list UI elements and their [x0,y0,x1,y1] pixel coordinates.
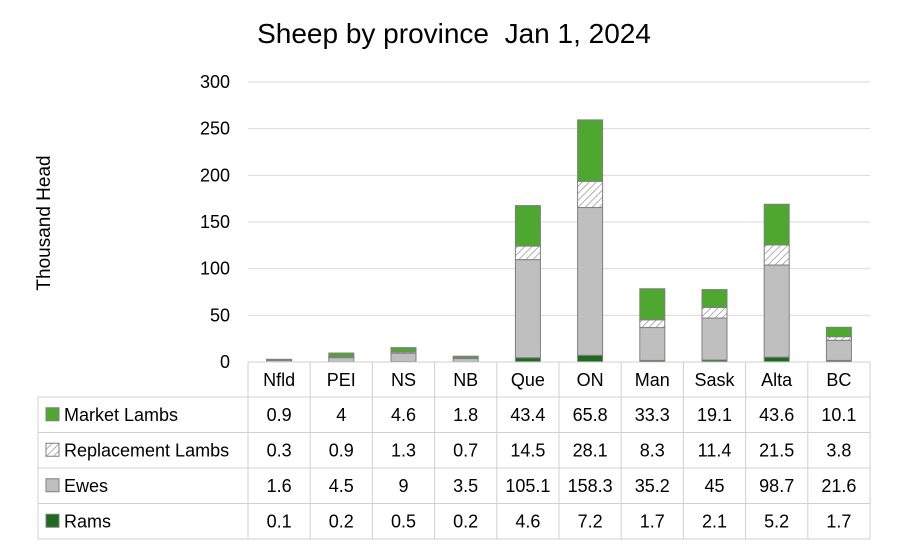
table-cell-market-lambs-nb: 1.8 [453,405,478,425]
table-cell-rams-on: 7.2 [578,511,603,531]
bar-market-lambs-nb [452,355,479,359]
bar-ewes-alta [763,264,790,358]
legend-key-replacement-lambs [45,442,60,457]
table-cell-rams-sask: 2.1 [702,511,727,531]
table-cell-rams-alta: 5.2 [764,511,789,531]
legend-key-rams [45,513,60,528]
table-cell-ewes-bc: 21.6 [821,476,856,496]
table-cell-ewes-que: 105.1 [505,476,550,496]
y-tick-label: 0 [220,352,230,372]
bar-replacement-lambs-alta [763,244,790,266]
category-label-on: ON [577,370,604,390]
bar-replacement-lambs-on [577,180,604,209]
table-cell-ewes-alta: 98.7 [759,476,794,496]
table-cell-market-lambs-nfld: 0.9 [267,405,292,425]
category-label-bc: BC [826,370,851,390]
table-cell-ewes-nb: 3.5 [453,476,478,496]
bar-rams-que [514,357,541,363]
category-label-nb: NB [453,370,478,390]
bar-ewes-man [639,327,666,361]
bar-replacement-lambs-sask [701,306,728,319]
bar-market-lambs-sask [701,289,728,308]
category-label-sask: Sask [694,370,735,390]
table-cell-replacement-lambs-on: 28.1 [573,440,608,460]
table-cell-market-lambs-ns: 4.6 [391,405,416,425]
table-cell-replacement-lambs-bc: 3.8 [826,440,851,460]
bars [266,119,852,363]
legend-label-replacement-lambs: Replacement Lambs [64,440,229,460]
y-tick-label: 200 [200,165,230,185]
table-cell-ewes-pei: 4.5 [329,476,354,496]
bar-market-lambs-nfld [266,358,293,361]
table-cell-ewes-sask: 45 [704,476,724,496]
table-cell-rams-man: 1.7 [640,511,665,531]
table-cell-replacement-lambs-ns: 1.3 [391,440,416,460]
y-tick-label: 300 [200,72,230,92]
chart-title: Sheep by province Jan 1, 2024 [257,18,651,49]
category-label-ns: NS [391,370,416,390]
category-label-pei: PEI [327,370,356,390]
table-cell-market-lambs-pei: 4 [336,405,346,425]
table-cell-ewes-ns: 9 [398,476,408,496]
table-cell-replacement-lambs-pei: 0.9 [329,440,354,460]
table-cell-rams-nb: 0.2 [453,511,478,531]
bar-market-lambs-on [577,119,604,182]
bar-ewes-on [577,207,604,356]
y-tick-label: 50 [210,305,230,325]
table-cell-replacement-lambs-nb: 0.7 [453,440,478,460]
gridlines [248,81,870,363]
category-label-alta: Alta [761,370,793,390]
bar-market-lambs-bc [825,326,852,338]
table-cell-market-lambs-bc: 10.1 [821,405,856,425]
table-cell-market-lambs-que: 43.4 [510,405,545,425]
bar-ewes-sask [701,317,728,361]
bar-rams-on [577,354,604,363]
bar-ewes-ns [390,352,417,363]
bar-replacement-lambs-que [514,245,541,261]
table-cell-replacement-lambs-alta: 21.5 [759,440,794,460]
table-cell-market-lambs-sask: 19.1 [697,405,732,425]
table-cell-replacement-lambs-nfld: 0.3 [267,440,292,460]
bar-rams-alta [763,356,790,363]
bar-ewes-bc [825,339,852,361]
y-tick-labels: 0 50 100 150 200 250 300 [200,72,230,372]
bar-market-lambs-ns [390,347,417,353]
table-cell-replacement-lambs-que: 14.5 [510,440,545,460]
bar-replacement-lambs-man [639,319,666,329]
table-cell-rams-pei: 0.2 [329,511,354,531]
category-label-man: Man [635,370,670,390]
bar-market-lambs-que [514,205,541,247]
table-cell-market-lambs-on: 65.8 [573,405,608,425]
y-tick-label: 100 [200,259,230,279]
table-cell-replacement-lambs-man: 8.3 [640,440,665,460]
y-tick-label: 150 [200,212,230,232]
bar-ewes-que [514,259,541,359]
table-cell-market-lambs-man: 33.3 [635,405,670,425]
category-label-que: Que [511,370,545,390]
legend-key-market-lambs [45,407,60,422]
table-cell-rams-bc: 1.7 [826,511,851,531]
table-cell-rams-ns: 0.5 [391,511,416,531]
bar-replacement-lambs-bc [825,336,852,341]
bar-ewes-pei [328,357,355,363]
legend-label-ewes: Ewes [64,476,108,496]
category-label-nfld: Nfld [263,370,295,390]
table-cell-rams-que: 4.6 [515,511,540,531]
bar-market-lambs-alta [763,203,790,246]
table-cell-replacement-lambs-sask: 11.4 [698,440,732,460]
bar-market-lambs-man [639,288,666,321]
legend-key-ewes [45,478,60,493]
table-cell-ewes-man: 35.2 [635,476,670,496]
table-cell-ewes-on: 158.3 [568,476,613,496]
bar-market-lambs-pei [328,352,355,358]
legend-label-rams: Rams [64,511,111,531]
table-cell-ewes-nfld: 1.6 [267,476,292,496]
y-axis-label: Thousand Head [34,155,55,290]
y-tick-label: 250 [200,119,230,139]
table-cell-market-lambs-alta: 43.6 [759,405,794,425]
data-table: Nfld PEI NS NB Que ON Man Sask Alta BC Market Lamb… [37,361,871,540]
legend-label-market-lambs: Market Lambs [64,405,178,425]
table-cell-rams-nfld: 0.1 [267,511,292,531]
